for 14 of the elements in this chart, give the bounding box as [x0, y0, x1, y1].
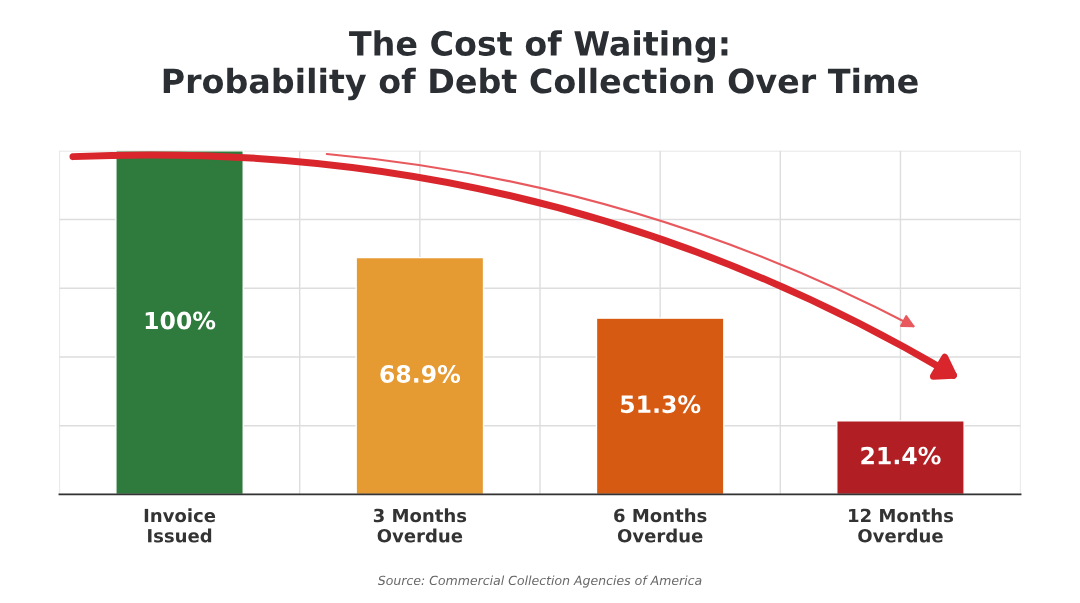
x-tick-label: 12 Months Overdue: [849, 508, 954, 543]
bar: [836, 420, 965, 495]
bar: [595, 317, 725, 495]
x-tick-label: 6 Months Overdue: [614, 508, 707, 543]
source-note: Source: Commercial Collection Agencies of America: [377, 575, 702, 588]
chart-title: The Cost of Waiting: Probability of Debt Collection Over Time: [163, 30, 918, 101]
data-label: 68.9%: [380, 365, 461, 383]
data-label: 51.3%: [621, 395, 701, 414]
x-tick-label: 3 Months Overdue: [373, 508, 467, 543]
bar: [355, 256, 485, 495]
bar: [115, 150, 244, 495]
data-label: 21.4%: [861, 446, 941, 465]
data-label: 100%: [145, 311, 216, 330]
x-tick-label: Invoice Issued: [144, 508, 216, 543]
